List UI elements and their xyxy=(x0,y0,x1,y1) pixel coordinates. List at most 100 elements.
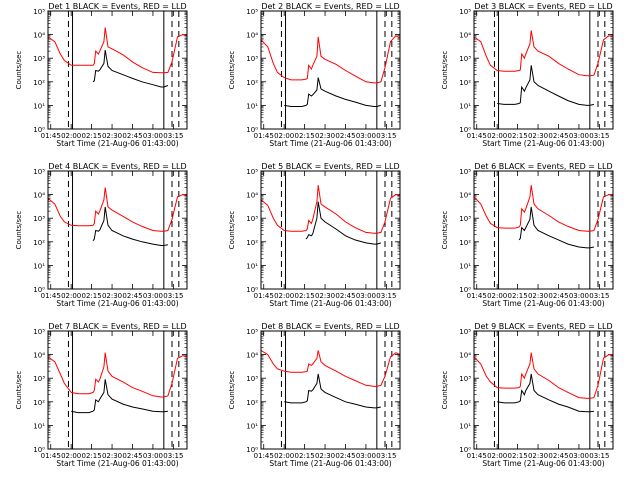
x-tick-label: 03:15 xyxy=(589,292,609,300)
plot-frame xyxy=(473,330,614,450)
series-lld xyxy=(260,35,401,84)
x-tick-label: 02:15 xyxy=(82,292,102,300)
series-events xyxy=(92,50,169,88)
y-tick-label: 10⁴ xyxy=(246,192,258,200)
x-axis-label: Start Time (21-Aug-06 01:43:00) xyxy=(269,299,391,308)
x-axis-label: Start Time (21-Aug-06 01:43:00) xyxy=(269,459,391,468)
y-tick-label: 10³ xyxy=(33,55,45,63)
series-lld xyxy=(47,27,188,74)
panel-2: Det 2 BLACK = Events, RED = LLD 10⁰ 10¹ 10²… xyxy=(228,2,401,148)
y-tick-label: 10¹ xyxy=(246,102,258,110)
y-tick-label: 10⁰ xyxy=(459,286,471,294)
x-tick-label: 03:15 xyxy=(376,452,396,460)
x-tick-label: 02:15 xyxy=(82,452,102,460)
x-axis-label: Start Time (21-Aug-06 01:43:00) xyxy=(269,139,391,148)
panel-8: Det 8 BLACK = Events, RED = LLD 10⁰ 10¹ 10²… xyxy=(228,322,401,468)
x-tick-label: 02:30 xyxy=(315,452,335,460)
x-tick-label: 03:00 xyxy=(143,292,163,300)
plot-frame xyxy=(260,10,401,130)
x-axis-label: Start Time (21-Aug-06 01:43:00) xyxy=(482,299,604,308)
series-events xyxy=(92,206,168,246)
x-tick-label: 03:15 xyxy=(589,132,609,140)
y-tick-label: 10³ xyxy=(246,55,258,63)
y-tick-label: 10² xyxy=(33,79,45,87)
y-tick-label: 10¹ xyxy=(33,422,45,430)
x-tick-label: 02:30 xyxy=(528,292,548,300)
y-tick-label: 10⁰ xyxy=(33,286,45,294)
x-tick-label: 02:30 xyxy=(102,292,122,300)
x-tick-label: 03:15 xyxy=(589,452,609,460)
y-axis-label: Counts/sec xyxy=(228,371,236,410)
y-tick-label: 10¹ xyxy=(33,262,45,270)
x-tick-label: 02:15 xyxy=(295,292,315,300)
x-tick-label: 02:00 xyxy=(61,292,81,300)
x-tick-label: 02:45 xyxy=(335,292,355,300)
y-tick-label: 10⁰ xyxy=(33,126,45,134)
panel-1: Det 1 BLACK = Events, RED = LLD 10⁰ 10¹ 10²… xyxy=(15,2,188,148)
x-axis-label: Start Time (21-Aug-06 01:43:00) xyxy=(56,459,178,468)
y-axis-label: Counts/sec xyxy=(15,51,23,90)
plot-frame xyxy=(47,330,188,450)
series-events xyxy=(284,77,382,107)
x-tick-label: 01:45 xyxy=(41,292,61,300)
y-tick-label: 10² xyxy=(459,399,471,407)
y-axis-label: Counts/sec xyxy=(441,371,449,410)
y-tick-label: 10¹ xyxy=(459,422,471,430)
panel-title: Det 6 BLACK = Events, RED = LLD xyxy=(474,162,612,171)
panel-3: Det 3 BLACK = Events, RED = LLD 10⁰ 10¹ 10²… xyxy=(441,2,614,148)
x-tick-label: 01:45 xyxy=(41,132,61,140)
x-tick-label: 02:15 xyxy=(295,452,315,460)
series-lld xyxy=(260,349,401,387)
series-events xyxy=(497,373,594,413)
y-tick-label: 10² xyxy=(459,79,471,87)
series-lld xyxy=(47,352,188,398)
x-tick-label: 02:00 xyxy=(274,132,294,140)
x-tick-label: 02:15 xyxy=(295,132,315,140)
y-tick-label: 10⁴ xyxy=(33,192,45,200)
y-tick-label: 10¹ xyxy=(459,262,471,270)
x-tick-label: 03:15 xyxy=(376,132,396,140)
x-tick-label: 02:30 xyxy=(102,132,122,140)
x-axis-label: Start Time (21-Aug-06 01:43:00) xyxy=(482,139,604,148)
y-tick-label: 10⁵ xyxy=(33,8,45,16)
y-tick-label: 10³ xyxy=(459,55,471,63)
x-tick-label: 01:45 xyxy=(254,132,274,140)
plot-frame xyxy=(473,10,614,130)
y-tick-label: 10⁰ xyxy=(246,286,258,294)
y-tick-label: 10⁴ xyxy=(246,32,258,40)
panel-9: Det 9 BLACK = Events, RED = LLD 10⁰ 10¹ 10²… xyxy=(441,322,614,468)
x-tick-label: 01:45 xyxy=(467,452,487,460)
y-axis-label: Counts/sec xyxy=(15,371,23,410)
panel-title: Det 5 BLACK = Events, RED = LLD xyxy=(261,162,399,171)
y-tick-label: 10⁵ xyxy=(459,328,471,336)
plot-frame xyxy=(473,170,614,290)
x-tick-label: 02:30 xyxy=(528,452,548,460)
x-tick-label: 01:45 xyxy=(41,452,61,460)
x-tick-label: 02:45 xyxy=(122,292,142,300)
series-lld xyxy=(473,30,614,77)
y-tick-label: 10³ xyxy=(33,215,45,223)
y-tick-label: 10² xyxy=(246,399,258,407)
plot-frame xyxy=(260,170,401,290)
series-lld xyxy=(260,185,401,234)
x-tick-label: 03:00 xyxy=(356,292,376,300)
panel-4: Det 4 BLACK = Events, RED = LLD 10⁰ 10¹ 10²… xyxy=(15,162,188,308)
panel-5: Det 5 BLACK = Events, RED = LLD 10⁰ 10¹ 10²… xyxy=(228,162,401,308)
x-tick-label: 02:30 xyxy=(528,132,548,140)
x-tick-label: 02:45 xyxy=(335,452,355,460)
x-tick-label: 02:30 xyxy=(315,292,335,300)
y-tick-label: 10³ xyxy=(459,375,471,383)
y-tick-label: 10³ xyxy=(246,375,258,383)
y-tick-label: 10² xyxy=(246,239,258,247)
x-tick-label: 03:00 xyxy=(143,452,163,460)
x-tick-label: 01:45 xyxy=(254,452,274,460)
x-tick-label: 03:00 xyxy=(356,452,376,460)
panel-7: Det 7 BLACK = Events, RED = LLD 10⁰ 10¹ 10²… xyxy=(15,322,188,468)
y-tick-label: 10⁰ xyxy=(246,126,258,134)
x-tick-label: 03:15 xyxy=(163,132,183,140)
y-tick-label: 10² xyxy=(33,239,45,247)
y-tick-label: 10⁰ xyxy=(459,126,471,134)
y-tick-label: 10² xyxy=(459,239,471,247)
series-events xyxy=(305,201,382,245)
panel-6: Det 6 BLACK = Events, RED = LLD 10⁰ 10¹ 10²… xyxy=(441,162,614,308)
